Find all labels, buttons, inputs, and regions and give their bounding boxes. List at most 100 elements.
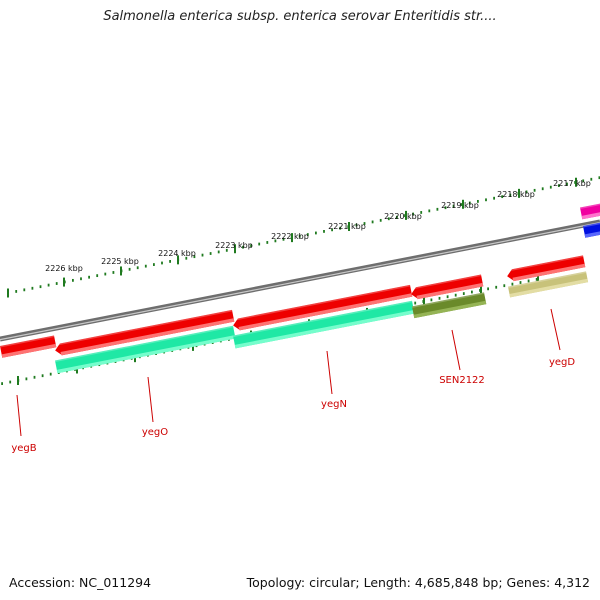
minor-tick: [493, 196, 495, 200]
minor-tick: [193, 255, 196, 259]
minor-tick: [104, 272, 107, 276]
major-tick: [518, 188, 520, 198]
minor-tick: [25, 377, 28, 381]
minor-tick: [495, 285, 498, 289]
gene-label-yegB[interactable]: yegB: [11, 443, 36, 454]
minor-tick: [15, 290, 18, 293]
minor-tick: [274, 239, 277, 243]
minor-tick: [387, 217, 390, 221]
minor-tick: [438, 296, 441, 300]
minor-tick: [112, 271, 115, 274]
outer-kbp-ruler: [7, 176, 600, 298]
minor-tick: [217, 250, 220, 254]
minor-tick: [452, 204, 455, 208]
major-tick: [348, 222, 350, 232]
cds-yegO[interactable]: [54, 309, 235, 356]
feature-magenta[interactable]: [580, 203, 600, 220]
minor-tick: [566, 182, 568, 186]
minor-tick: [49, 372, 52, 376]
minor-tick: [454, 293, 457, 297]
gene-leader-line: [326, 350, 333, 395]
minor-tick: [266, 241, 269, 244]
minor-tick: [501, 195, 504, 199]
minor-tick: [535, 277, 538, 281]
gene-leader-line: [16, 394, 22, 437]
minor-tick: [225, 248, 228, 252]
cds-yegB[interactable]: [0, 335, 57, 358]
minor-tick: [315, 231, 317, 235]
kbp-label: 2224 kbp: [158, 249, 196, 258]
kbp-label: 2223 kbp: [215, 241, 253, 250]
minor-tick: [582, 179, 585, 183]
minor-tick: [477, 199, 479, 203]
minor-tick: [371, 220, 374, 224]
minor-tick: [72, 278, 74, 282]
minor-tick: [533, 188, 536, 192]
cds-yegN[interactable]: [232, 284, 413, 331]
kbp-label: 2218 kbp: [497, 190, 535, 199]
minor-tick: [379, 218, 382, 222]
minor-tick: [541, 187, 544, 191]
gene-label-yegD[interactable]: yegD: [549, 357, 575, 368]
map-title: Salmonella enterica subsp. enterica sero…: [103, 9, 497, 24]
minor-tick: [396, 215, 398, 219]
minor-tick: [23, 288, 26, 292]
minor-tick: [55, 282, 58, 285]
gene-label-yegN[interactable]: yegN: [321, 399, 347, 410]
minor-tick: [306, 233, 309, 236]
minor-tick: [487, 287, 489, 291]
gene-label-SEN2122[interactable]: SEN2122: [439, 375, 485, 386]
cds-yegD[interactable]: [506, 255, 586, 282]
kbp-label: 2221 kbp: [328, 222, 366, 231]
gene-block-SEN2122[interactable]: [412, 292, 487, 319]
minor-tick: [430, 298, 433, 302]
minor-tick: [519, 281, 522, 284]
minor-tick: [144, 264, 147, 268]
accession-text: Accession: NC_011294: [9, 575, 152, 590]
major-tick: [120, 266, 122, 276]
kbp-label: 2226 kbp: [45, 264, 83, 273]
minor-tick: [446, 295, 449, 299]
minor-tick: [509, 193, 512, 197]
minor-tick: [436, 207, 439, 211]
major-tick: [7, 288, 9, 298]
major-tick: [405, 210, 407, 220]
minor-tick: [96, 274, 99, 278]
minor-tick: [511, 282, 514, 286]
major-tick: [17, 375, 19, 385]
minor-tick: [331, 228, 333, 232]
feature-blue[interactable]: [583, 222, 600, 238]
gene-block-yegN[interactable]: [232, 300, 415, 349]
major-tick: [423, 296, 425, 306]
minor-tick: [201, 253, 204, 257]
minor-tick: [323, 229, 325, 233]
minor-tick: [412, 212, 414, 216]
minor-tick: [242, 245, 244, 249]
gene-block-yegO[interactable]: [55, 325, 236, 374]
minor-tick: [298, 234, 301, 238]
gene-label-yegO[interactable]: yegO: [142, 427, 168, 438]
minor-tick: [468, 201, 471, 205]
backbone-highlight: [0, 222, 600, 341]
minor-tick: [31, 286, 34, 290]
minor-tick: [47, 283, 50, 287]
minor-tick: [460, 203, 463, 206]
minor-tick: [136, 266, 139, 270]
gene-label-group: yegB yegO yegN SEN2122 yegD: [11, 308, 575, 454]
major-tick: [575, 177, 577, 187]
cds-SEN2122[interactable]: [410, 274, 484, 301]
minor-tick: [355, 223, 358, 227]
minor-tick: [525, 190, 528, 194]
topology-text: Topology: circular; Length: 4,685,848 bp…: [246, 575, 590, 590]
minor-tick: [282, 237, 285, 241]
kbp-label: 2217 kbp: [553, 179, 591, 188]
major-tick: [63, 277, 65, 287]
major-tick: [480, 285, 482, 295]
minor-tick: [41, 374, 44, 378]
minor-tick: [598, 176, 600, 180]
gene-block-yegD[interactable]: [508, 271, 589, 298]
feature-tracks: [0, 203, 600, 374]
kbp-label: 2225 kbp: [101, 257, 139, 266]
minor-tick: [420, 211, 423, 214]
